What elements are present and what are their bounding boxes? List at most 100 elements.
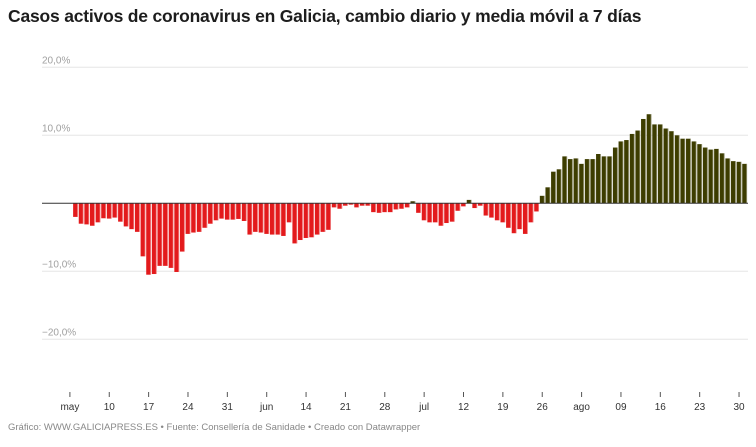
- bar-highlight: [262, 203, 264, 233]
- bar-highlight: [116, 203, 118, 218]
- bar-highlight: [453, 203, 455, 222]
- bar-highlight: [245, 203, 247, 221]
- bar-highlight: [470, 199, 472, 204]
- bar: [427, 203, 433, 223]
- bar-highlight: [285, 203, 286, 236]
- bar: [657, 124, 663, 204]
- x-tick-label: 12: [458, 402, 470, 413]
- bar: [472, 203, 478, 209]
- bar: [719, 153, 725, 204]
- bar: [556, 169, 562, 204]
- bar-highlight: [493, 203, 495, 218]
- bar-highlight: [93, 203, 95, 226]
- bar-highlight: [746, 163, 748, 204]
- bar-highlight: [324, 203, 326, 232]
- bar-highlight: [465, 203, 466, 207]
- bar-highlight: [397, 203, 399, 210]
- bar-highlight: [718, 148, 719, 204]
- bar: [202, 203, 208, 228]
- bar: [742, 163, 748, 204]
- bar: [343, 203, 348, 206]
- bar: [230, 203, 236, 220]
- bar-highlight: [645, 118, 646, 204]
- x-tick-label: 16: [655, 402, 667, 413]
- bar: [545, 187, 551, 204]
- x-tick-label: 10: [104, 402, 116, 413]
- bar: [522, 203, 528, 234]
- bar: [579, 163, 584, 204]
- bar-highlight: [330, 203, 331, 230]
- bar-highlight: [403, 203, 405, 209]
- bar-highlight: [701, 144, 703, 204]
- bar-highlight: [639, 130, 641, 204]
- bar: [635, 130, 641, 204]
- bar-highlight: [588, 159, 590, 204]
- bar: [573, 158, 579, 204]
- x-tick-label: 14: [301, 402, 313, 413]
- bar-highlight: [667, 128, 669, 204]
- bar-highlight: [442, 203, 444, 226]
- bar: [365, 203, 371, 206]
- bar: [477, 203, 483, 206]
- x-tick-label: jun: [259, 402, 273, 413]
- bar-highlight: [77, 203, 78, 217]
- bar: [286, 203, 292, 223]
- bar: [652, 124, 658, 204]
- bar: [258, 203, 264, 233]
- bar-highlight: [302, 203, 303, 241]
- bar: [444, 203, 450, 224]
- bar: [348, 203, 354, 205]
- bar: [224, 203, 230, 220]
- bar: [191, 203, 197, 233]
- bar: [641, 118, 646, 204]
- bar-highlight: [172, 203, 174, 268]
- bar-highlight: [161, 203, 163, 266]
- bar: [208, 203, 213, 224]
- bar: [354, 203, 360, 208]
- bar: [163, 203, 168, 266]
- bar: [438, 203, 444, 226]
- bar-highlight: [538, 203, 540, 212]
- chart-footer: Gráfico: WWW.GALICIAPRESS.ES • Fuente: C…: [8, 422, 421, 433]
- bar: [123, 203, 129, 227]
- bar-highlight: [352, 203, 354, 205]
- bar: [551, 171, 556, 204]
- bar: [674, 135, 680, 204]
- bar: [281, 203, 286, 236]
- bar: [101, 203, 107, 219]
- bar-highlight: [167, 203, 168, 266]
- bar-highlight: [279, 203, 281, 235]
- bar: [320, 203, 326, 232]
- bar-highlight: [313, 203, 315, 238]
- bar: [629, 133, 635, 204]
- bar-highlight: [532, 203, 534, 223]
- bar-highlight: [448, 203, 450, 224]
- bar-highlight: [487, 203, 489, 216]
- bar: [303, 203, 309, 238]
- bar: [714, 148, 719, 204]
- bar: [388, 203, 393, 213]
- bar: [89, 203, 95, 226]
- bar-highlight: [335, 203, 337, 208]
- x-tick-label: ago: [573, 402, 590, 413]
- bar-highlight: [363, 203, 365, 206]
- bar-highlight: [515, 203, 517, 234]
- bar: [511, 203, 517, 234]
- bar-highlight: [577, 158, 579, 204]
- bar: [185, 203, 191, 234]
- bar-highlight: [200, 203, 202, 232]
- x-tick-label: 23: [694, 402, 706, 413]
- bar-highlight: [183, 203, 185, 252]
- bar-highlight: [386, 203, 388, 213]
- bar-highlight: [706, 147, 708, 204]
- bar: [371, 203, 376, 213]
- bar-highlight: [122, 203, 123, 222]
- bar: [736, 161, 742, 204]
- bar: [410, 201, 416, 204]
- bar: [174, 203, 180, 272]
- bars: [73, 114, 748, 275]
- bar-highlight: [375, 203, 376, 213]
- bar-highlight: [420, 203, 421, 213]
- bar: [562, 156, 568, 204]
